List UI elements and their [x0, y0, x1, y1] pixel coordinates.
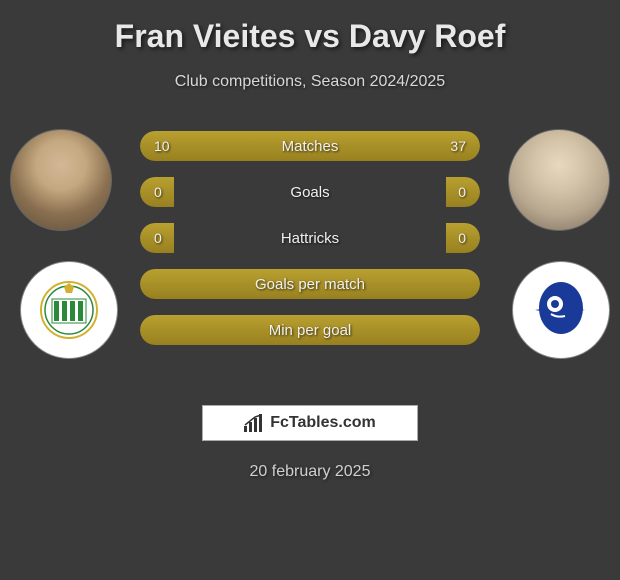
stat-value-right: 37 — [450, 138, 466, 154]
fctables-badge: FcTables.com — [202, 405, 418, 441]
crest-left — [20, 261, 118, 359]
gent-crest-icon — [521, 270, 601, 350]
stat-value-left: 10 — [154, 138, 170, 154]
stat-value-left: 0 — [154, 230, 162, 246]
stat-row: Goals per match — [140, 269, 480, 299]
stat-row: 0 0 Hattricks — [140, 223, 480, 253]
stat-row: 10 37 Matches — [140, 131, 480, 161]
stat-bar-left — [140, 131, 211, 161]
stat-label: Min per goal — [269, 322, 352, 339]
chart-icon — [244, 414, 264, 432]
stat-label: Goals — [290, 184, 329, 201]
stat-value-right: 0 — [458, 184, 466, 200]
comparison-area: 10 37 Matches 0 0 Goals 0 0 Hattricks Goals per m… — [0, 121, 620, 401]
fctables-label: FcTables.com — [270, 414, 376, 432]
date-line: 20 february 2025 — [0, 463, 620, 481]
stat-bar-right — [211, 131, 480, 161]
stat-value-right: 0 — [458, 230, 466, 246]
player-left-avatar — [10, 129, 112, 231]
subtitle: Club competitions, Season 2024/2025 — [0, 73, 620, 91]
stat-row: Min per goal — [140, 315, 480, 345]
stat-rows: 10 37 Matches 0 0 Goals 0 0 Hattricks Goals per m… — [140, 131, 480, 361]
stat-label: Hattricks — [281, 230, 339, 247]
stat-label: Matches — [282, 138, 339, 155]
betis-crest-icon — [34, 275, 104, 345]
player-right-avatar — [508, 129, 610, 231]
stat-value-left: 0 — [154, 184, 162, 200]
page-title: Fran Vieites vs Davy Roef — [0, 18, 620, 55]
stat-row: 0 0 Goals — [140, 177, 480, 207]
stat-label: Goals per match — [255, 276, 365, 293]
crest-right — [512, 261, 610, 359]
